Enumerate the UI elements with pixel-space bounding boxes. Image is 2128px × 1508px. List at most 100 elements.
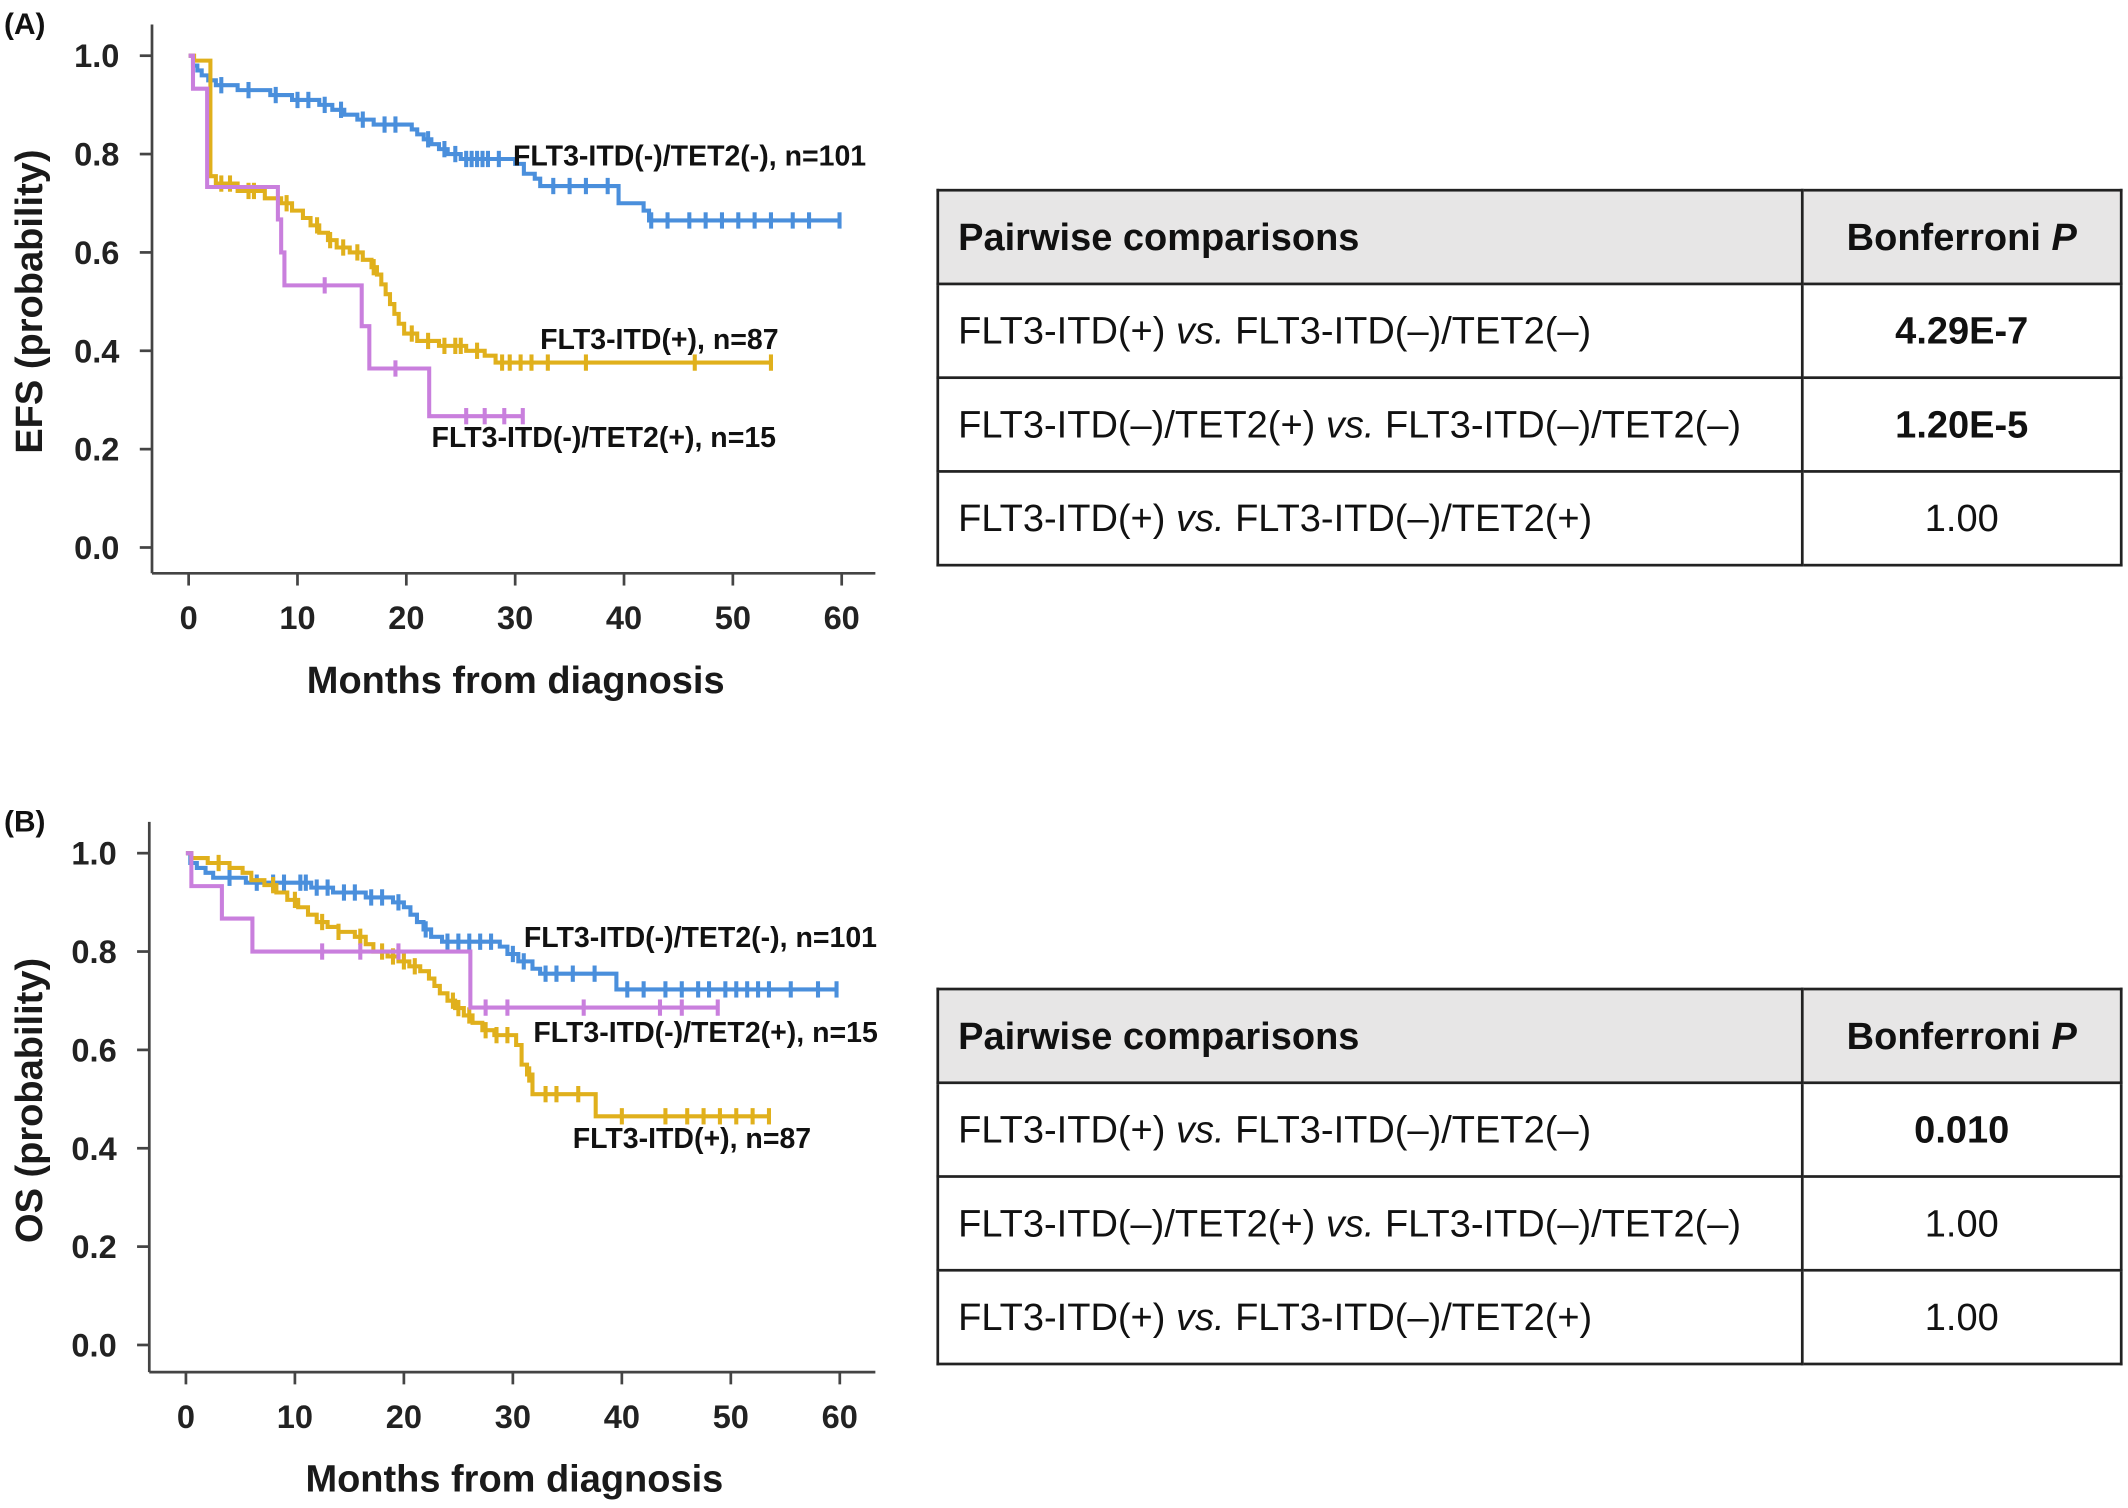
vs-label: vs. xyxy=(1175,309,1225,352)
x-tick-label: 0 xyxy=(180,600,198,636)
p-value-cell: 1.00 xyxy=(1800,1268,2123,1366)
group1-label: FLT3-ITD(–)/TET2(+) xyxy=(958,1201,1316,1244)
p-value-cell: 1.20E-5 xyxy=(1800,376,2123,473)
header-comparisons-cell: Pairwise comparisons xyxy=(936,188,1804,286)
group1-label: FLT3-ITD(+) xyxy=(958,1107,1166,1151)
curve-label-flt3-itd-neg-tet2-pos-n-15: FLT3-ITD(-)/TET2(+), n=15 xyxy=(533,1017,878,1049)
x-tick-label: 40 xyxy=(604,1399,640,1435)
vs-label: vs. xyxy=(1175,1295,1225,1338)
table-header-row: Pairwise comparisons Bonferroni P xyxy=(936,188,2123,286)
y-tick-label: 0.8 xyxy=(71,934,116,970)
header-comparisons-label: Pairwise comparisons xyxy=(958,215,1360,258)
vs-label: vs. xyxy=(1175,496,1225,539)
p-value-cell: 0.010 xyxy=(1800,1081,2123,1178)
y-tick-label: 0.4 xyxy=(71,1131,116,1167)
curve-label-flt3-itd-neg-tet2-pos-n-15: FLT3-ITD(-)/TET2(+), n=15 xyxy=(432,422,777,454)
y-tick-label: 1.0 xyxy=(74,38,119,74)
y-tick-label: 0.0 xyxy=(74,530,119,566)
curve-label-flt3-itd-neg-tet2-neg-n-101: FLT3-ITD(-)/TET2(-), n=101 xyxy=(513,141,866,173)
header-bonferroni-p-cell: Bonferroni P xyxy=(1800,188,2123,286)
comparison-cell: FLT3-ITD(+) vs. FLT3-ITD(–)/TET2(+) xyxy=(936,470,1804,567)
os-km-plot: 0.0 0.2 0.4 0.6 0.8 1.0 0 10 20 30 40 50 60 Months fr… xyxy=(9,821,878,1501)
table-header-row: Pairwise comparisons Bonferroni P xyxy=(936,987,2123,1085)
y-tick-label: 0.4 xyxy=(74,333,119,369)
group2-label: FLT3-ITD(–)/TET2(+) xyxy=(1235,496,1593,539)
x-tick-label: 30 xyxy=(497,600,533,636)
efs-km-plot: 0.0 0.2 0.4 0.6 0.8 1.0 0 10 20 30 40 50 60 Months fr… xyxy=(9,24,876,702)
group2-label: FLT3-ITD(–)/TET2(–) xyxy=(1235,309,1592,352)
pairwise-comparisons-table-os: Pairwise comparisons Bonferroni P FLT3-I… xyxy=(936,987,2123,1366)
km-curve-flt3-itd-neg-tet2-pos-n-15 xyxy=(188,53,523,419)
group2-label: FLT3-ITD(–)/TET2(–) xyxy=(1235,1107,1592,1151)
comparison-cell: FLT3-ITD(–)/TET2(+) vs. FLT3-ITD(–)/TET2… xyxy=(936,1175,1804,1272)
group1-label: FLT3-ITD(+) xyxy=(958,1295,1166,1338)
x-axis-title: Months from diagnosis xyxy=(307,660,725,702)
y-tick-label: 0.6 xyxy=(74,235,119,271)
x-tick-label: 50 xyxy=(715,600,751,636)
y-tick-label: 0.8 xyxy=(74,137,119,173)
group1-label: FLT3-ITD(+) xyxy=(958,309,1166,352)
x-tick-label: 30 xyxy=(495,1399,531,1435)
group2-label: FLT3-ITD(–)/TET2(–) xyxy=(1384,1201,1742,1244)
y-axis-title: EFS (probability) xyxy=(9,150,51,454)
header-p-symbol: P xyxy=(2051,215,2077,258)
km-curve-flt3-itd-neg-tet2-pos-n-15 xyxy=(185,851,718,1010)
p-value-cell: 1.00 xyxy=(1800,470,2123,567)
group2-label: FLT3-ITD(–)/TET2(+) xyxy=(1235,1295,1593,1338)
header-comparisons-cell: Pairwise comparisons xyxy=(936,987,1804,1085)
comparison-cell: FLT3-ITD(–)/TET2(+) vs. FLT3-ITD(–)/TET2… xyxy=(936,376,1804,473)
vs-label: vs. xyxy=(1325,402,1375,445)
group1-label: FLT3-ITD(–)/TET2(+) xyxy=(958,402,1316,445)
x-tick-label: 60 xyxy=(822,1399,858,1435)
vs-label: vs. xyxy=(1175,1107,1225,1151)
group2-label: FLT3-ITD(–)/TET2(–) xyxy=(1384,402,1742,445)
y-axis-title: OS (probability) xyxy=(9,958,51,1243)
km-curve-flt3-itd-neg-tet2-neg-n-101 xyxy=(185,851,837,992)
p-value: 1.00 xyxy=(1924,1295,1999,1338)
p-value: 4.29E-7 xyxy=(1895,309,2029,352)
table-row: FLT3-ITD(+) vs. FLT3-ITD(–)/TET2(–) 0.01… xyxy=(936,1081,2123,1178)
y-tick-label: 0.2 xyxy=(74,432,119,468)
header-comparisons-label: Pairwise comparisons xyxy=(958,1014,1360,1057)
y-tick-label: 1.0 xyxy=(71,836,116,872)
km-curve-flt3-itd-neg-tet2-neg-n-101 xyxy=(188,53,840,223)
curve-label-flt3-itd-pos-n-87: FLT3-ITD(+), n=87 xyxy=(540,324,778,356)
table-row: FLT3-ITD(+) vs. FLT3-ITD(–)/TET2(–) 4.29… xyxy=(936,282,2123,380)
vs-label: vs. xyxy=(1325,1201,1375,1244)
header-p-symbol: P xyxy=(2051,1014,2077,1057)
x-tick-label: 0 xyxy=(177,1399,195,1435)
p-value-cell: 4.29E-7 xyxy=(1800,282,2123,380)
km-curve-flt3-itd-pos-n-87 xyxy=(188,53,771,365)
x-tick-label: 40 xyxy=(606,600,642,636)
x-axis-title: Months from diagnosis xyxy=(305,1459,723,1501)
header-bonferroni-p-cell: Bonferroni P xyxy=(1800,987,2123,1085)
y-tick-label: 0.2 xyxy=(71,1229,116,1265)
panel-label-b: (B) xyxy=(4,805,45,838)
x-tick-label: 20 xyxy=(388,600,424,636)
table-row: FLT3-ITD(+) vs. FLT3-ITD(–)/TET2(+) 1.00 xyxy=(936,470,2123,567)
table-row: FLT3-ITD(+) vs. FLT3-ITD(–)/TET2(+) 1.00 xyxy=(936,1268,2123,1366)
p-value: 1.00 xyxy=(1924,1201,1999,1244)
p-value: 1.00 xyxy=(1924,496,1999,539)
comparison-cell: FLT3-ITD(+) vs. FLT3-ITD(–)/TET2(–) xyxy=(936,282,1804,380)
p-value: 0.010 xyxy=(1914,1107,2010,1151)
header-p-prefix: Bonferroni xyxy=(1846,215,2041,258)
x-tick-label: 60 xyxy=(824,600,860,636)
comparison-cell: FLT3-ITD(+) vs. FLT3-ITD(–)/TET2(–) xyxy=(936,1081,1804,1178)
comparison-cell: FLT3-ITD(+) vs. FLT3-ITD(–)/TET2(+) xyxy=(936,1268,1804,1366)
x-tick-label: 20 xyxy=(386,1399,422,1435)
x-tick-label: 10 xyxy=(277,1399,313,1435)
panel-label-a: (A) xyxy=(4,8,45,41)
curve-label-flt3-itd-pos-n-87: FLT3-ITD(+), n=87 xyxy=(573,1123,811,1155)
y-tick-label: 0.6 xyxy=(71,1032,116,1068)
y-tick-label: 0.0 xyxy=(71,1328,116,1364)
table-row: FLT3-ITD(–)/TET2(+) vs. FLT3-ITD(–)/TET2… xyxy=(936,376,2123,473)
p-value: 1.20E-5 xyxy=(1895,402,2029,445)
x-tick-label: 50 xyxy=(713,1399,749,1435)
pairwise-comparisons-table-efs: Pairwise comparisons Bonferroni P FLT3-I… xyxy=(936,188,2123,567)
header-p-prefix: Bonferroni xyxy=(1846,1014,2041,1057)
table-row: FLT3-ITD(–)/TET2(+) vs. FLT3-ITD(–)/TET2… xyxy=(936,1175,2123,1272)
curve-label-flt3-itd-neg-tet2-neg-n-101: FLT3-ITD(-)/TET2(-), n=101 xyxy=(524,922,877,954)
